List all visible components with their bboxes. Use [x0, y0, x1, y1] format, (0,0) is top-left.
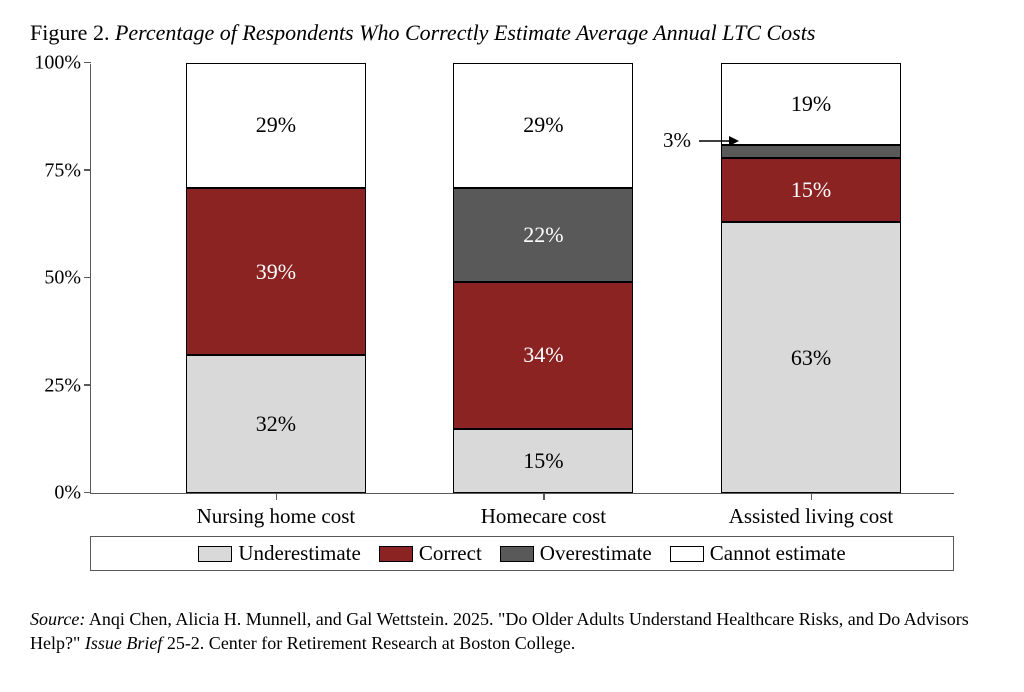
bar-segment-cannot: 19%: [721, 63, 901, 145]
figure-title-text: Percentage of Respondents Who Correctly …: [115, 20, 815, 45]
bar-segment-cannot: 29%: [186, 63, 366, 188]
x-tick-mark: [811, 493, 813, 500]
segment-value-label: 34%: [454, 342, 632, 368]
legend-label: Overestimate: [540, 541, 652, 566]
segment-value-label: 29%: [454, 112, 632, 138]
legend-label: Underestimate: [238, 541, 360, 566]
source-note: Source: Anqi Chen, Alicia H. Munnell, an…: [30, 607, 994, 656]
callout-label: 3%: [663, 128, 691, 153]
callout-arrow-icon: [699, 133, 739, 149]
category-label: Assisted living cost: [691, 504, 931, 529]
y-tick-mark: [84, 384, 91, 386]
y-tick-label: 100%: [31, 52, 81, 75]
source-prefix: Source:: [30, 609, 85, 629]
legend-item-overestimate: Overestimate: [500, 541, 652, 566]
y-tick-label: 50%: [31, 267, 81, 290]
legend-item-correct: Correct: [379, 541, 482, 566]
bar-segment-cannot: 29%: [453, 63, 633, 188]
y-tick-label: 25%: [31, 374, 81, 397]
segment-value-label: 63%: [722, 345, 900, 371]
source-text-2: 25-2. Center for Retirement Research at …: [162, 633, 575, 653]
segment-value-label: 19%: [722, 91, 900, 117]
y-tick-mark: [84, 277, 91, 279]
legend-label: Cannot estimate: [710, 541, 846, 566]
x-tick-mark: [543, 493, 545, 500]
y-tick-label: 0%: [31, 482, 81, 505]
segment-value-label: 39%: [187, 259, 365, 285]
legend-swatch: [198, 546, 232, 562]
bar-group: 63%15%19%Assisted living cost: [721, 63, 901, 493]
bar-segment-correct: 15%: [721, 158, 901, 223]
bar-segment-correct: 34%: [453, 282, 633, 428]
source-issue-brief: Issue Brief: [85, 633, 162, 653]
legend-item-underestimate: Underestimate: [198, 541, 360, 566]
segment-value-label: 29%: [187, 112, 365, 138]
category-label: Homecare cost: [423, 504, 663, 529]
y-tick-mark: [84, 62, 91, 64]
x-tick-mark: [276, 493, 278, 500]
bar-segment-correct: 39%: [186, 188, 366, 356]
figure-title: Figure 2. Percentage of Respondents Who …: [30, 20, 994, 46]
chart-area: 0%25%50%75%100%32%39%29%Nursing home cos…: [90, 64, 954, 534]
legend: Underestimate Correct Overestimate Cannot e…: [90, 536, 954, 571]
bar-segment-overestimate: 22%: [453, 188, 633, 283]
category-label: Nursing home cost: [156, 504, 396, 529]
bar-segment-overestimate: [721, 145, 901, 158]
bar-group: 32%39%29%Nursing home cost: [186, 63, 366, 493]
figure-number: Figure 2.: [30, 20, 109, 45]
segment-value-label: 22%: [454, 222, 632, 248]
legend-swatch: [379, 546, 413, 562]
y-tick-mark: [84, 492, 91, 494]
segment-value-label: 15%: [454, 448, 632, 474]
legend-item-cannot: Cannot estimate: [670, 541, 846, 566]
legend-swatch: [670, 546, 704, 562]
y-tick-mark: [84, 169, 91, 171]
bar-segment-underestimate: 63%: [721, 222, 901, 493]
y-tick-label: 75%: [31, 159, 81, 182]
bar-segment-underestimate: 15%: [453, 429, 633, 494]
legend-swatch: [500, 546, 534, 562]
bar-group: 15%34%22%29%Homecare cost: [453, 63, 633, 493]
bar-segment-underestimate: 32%: [186, 355, 366, 493]
legend-label: Correct: [419, 541, 482, 566]
plot-region: 0%25%50%75%100%32%39%29%Nursing home cos…: [90, 64, 954, 494]
segment-value-label: 32%: [187, 411, 365, 437]
segment-value-label: 15%: [722, 177, 900, 203]
